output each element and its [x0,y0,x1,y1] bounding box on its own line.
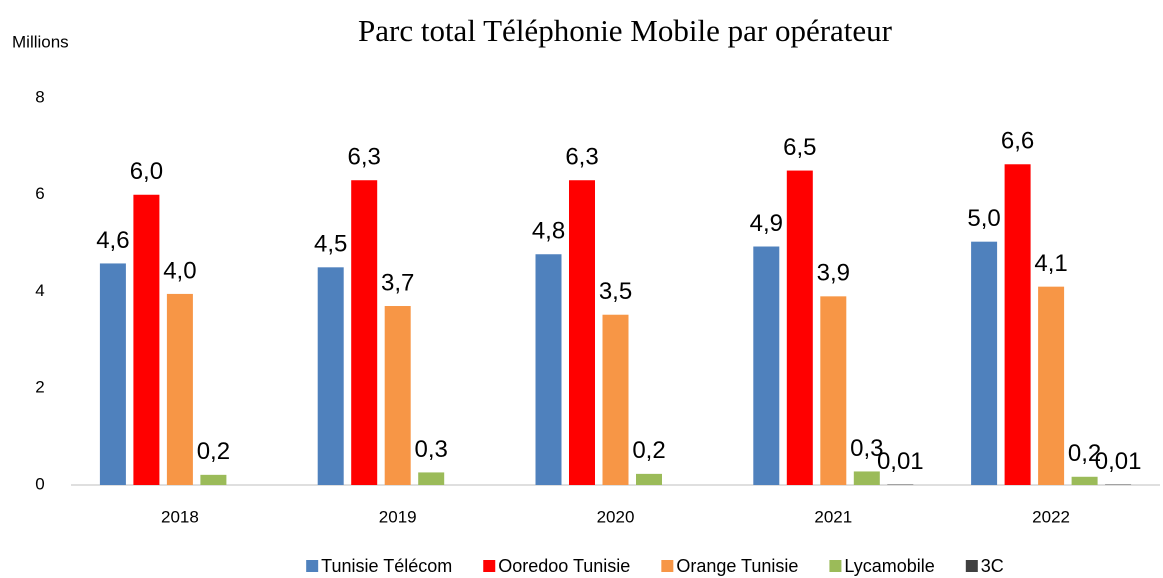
data-label: 3,7 [381,269,414,296]
bar [602,314,629,485]
legend-label: Tunisie Télécom [321,556,452,576]
bar [971,241,998,485]
bar [820,296,847,485]
data-label: 3,9 [817,260,850,287]
bar [535,254,562,485]
bar [166,293,193,485]
data-label: 6,5 [783,134,816,161]
data-label: 6,6 [1001,128,1034,155]
bar [200,474,227,485]
y-tick-label: 8 [35,87,44,106]
data-label: 0,01 [877,448,924,475]
bar [384,306,411,485]
y-axis-label: Millions [12,32,69,51]
data-label: 4,8 [532,218,565,245]
data-label: 0,2 [197,438,230,465]
y-tick-label: 0 [35,474,44,493]
data-label: 0,2 [1068,440,1101,467]
x-tick-label: 2020 [597,507,635,526]
legend-label: Orange Tunisie [676,556,798,576]
data-label: 6,3 [348,144,381,171]
data-label: 6,0 [130,158,163,185]
data-label: 4,0 [163,257,196,284]
data-label: 3,5 [599,278,632,305]
bar [636,473,662,485]
legend-swatch [661,560,674,572]
legend-swatch [306,560,319,572]
legend-swatch [829,560,842,572]
data-label: 0,01 [1095,448,1142,475]
legend-swatch [483,560,496,572]
bar [133,194,160,485]
bar [753,246,780,485]
y-tick-label: 6 [35,184,44,203]
bar [418,472,445,485]
data-label: 4,6 [96,227,129,254]
data-label: 4,1 [1034,250,1067,277]
data-label: 4,5 [314,231,347,258]
x-tick-label: 2022 [1032,507,1070,526]
y-tick-label: 4 [35,281,44,300]
chart-title: Parc total Téléphonie Mobile par opérate… [358,13,893,48]
data-label: 0,3 [850,435,883,462]
x-tick-label: 2021 [814,507,852,526]
bar [853,471,880,485]
bar [786,170,813,485]
bar [351,180,378,486]
bar [1071,476,1098,485]
y-tick-label: 2 [35,378,44,397]
legend-label: 3C [981,556,1004,576]
data-label: 0,2 [632,437,665,464]
bar [1038,286,1065,485]
legend-label: Lycamobile [844,556,934,576]
legend-swatch [965,560,978,572]
x-tick-label: 2018 [161,507,199,526]
bar [569,180,595,486]
x-tick-label: 2019 [379,507,417,526]
data-label: 5,0 [967,205,1000,232]
bar [1004,164,1031,485]
data-label: 0,3 [415,436,448,463]
bar [317,267,344,485]
legend-label: Ooredoo Tunisie [498,556,630,576]
data-label: 6,3 [565,144,598,171]
bar [99,263,126,485]
data-label: 4,9 [750,210,783,237]
